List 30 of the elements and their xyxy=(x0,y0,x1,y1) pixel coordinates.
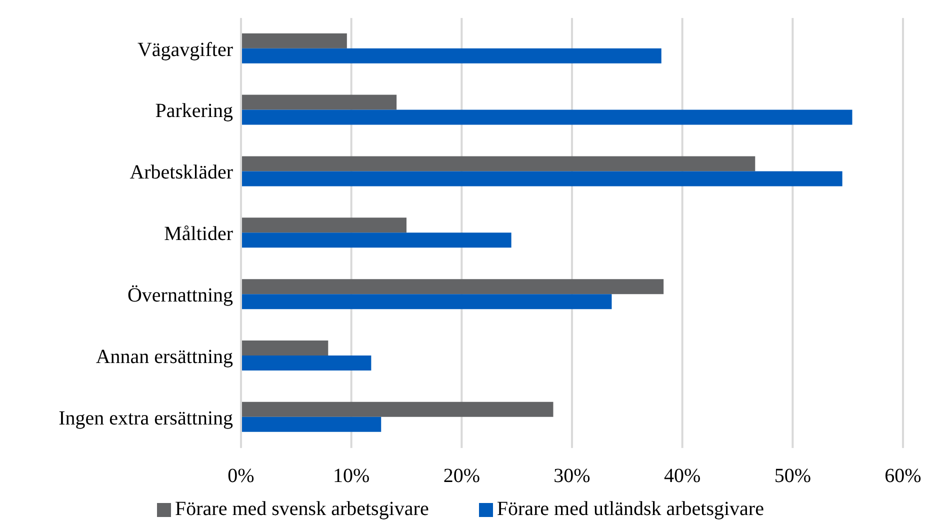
x-tick-label: 40% xyxy=(664,465,701,488)
y-tick-label: Parkering xyxy=(155,100,233,122)
bar xyxy=(241,294,612,310)
y-tick-label: Övernattning xyxy=(127,284,233,307)
bar xyxy=(241,402,554,417)
bar xyxy=(241,94,397,110)
bar xyxy=(241,416,382,432)
bar xyxy=(241,33,347,48)
bar xyxy=(241,232,512,248)
x-tick-label: 10% xyxy=(332,465,370,488)
bar xyxy=(241,218,406,233)
y-tick-label: Annan ersättning xyxy=(96,346,233,368)
x-tick-label: 30% xyxy=(554,465,590,488)
y-tick-label: Ingen extra ersättning xyxy=(58,407,233,430)
bar xyxy=(241,48,662,64)
y-tick-label: Arbetskläder xyxy=(130,162,234,184)
legend-label: Förare med utländsk arbetsgivare xyxy=(496,498,764,520)
x-tick-label: 0% xyxy=(228,465,254,488)
legend-label: Förare med svensk arbetsgivare xyxy=(175,498,429,520)
bar xyxy=(241,171,842,186)
x-tick-label: 50% xyxy=(774,465,812,488)
bar xyxy=(241,356,372,370)
bar xyxy=(241,340,328,356)
y-tick-label: Måltider xyxy=(164,223,234,246)
bar xyxy=(241,279,664,294)
bar xyxy=(241,110,852,125)
bar xyxy=(241,156,756,172)
x-tick-label: 20% xyxy=(443,465,480,488)
x-tick-label: 60% xyxy=(884,465,922,488)
y-tick-label: Vägavgifter xyxy=(137,38,234,61)
